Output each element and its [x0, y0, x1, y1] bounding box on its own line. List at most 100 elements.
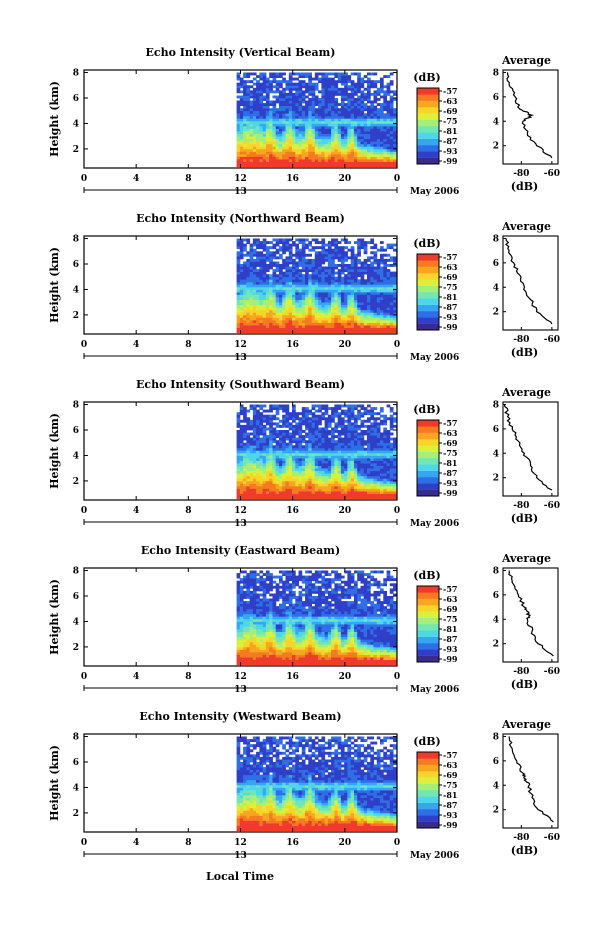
- heatmap-cell: [301, 307, 306, 311]
- heatmap-cell: [249, 432, 254, 436]
- heatmap-cell: [256, 241, 260, 244]
- heatmap-cell: [360, 312, 365, 316]
- heatmap-cell: [252, 325, 257, 328]
- heatmap-cell: [354, 264, 358, 267]
- heatmap-cell: [334, 414, 339, 418]
- heatmap-cell: [321, 320, 326, 323]
- heatmap-cell: [376, 317, 381, 321]
- heatmap-cell: [288, 271, 293, 275]
- heatmap-cell: [324, 294, 329, 298]
- heatmap-cell: [298, 92, 303, 96]
- heatmap-cell: [344, 320, 348, 323]
- heatmap-cell: [259, 460, 264, 464]
- heatmap-cell: [262, 238, 267, 242]
- heatmap-cell: [363, 299, 368, 303]
- heatmap-cell: [301, 80, 306, 84]
- heatmap-cell: [265, 312, 270, 316]
- heatmap-cell: [314, 156, 319, 160]
- heatmap-cell: [321, 317, 326, 321]
- heatmap-cell: [344, 286, 348, 290]
- heatmap-cell: [288, 475, 293, 479]
- heatmap-cell: [367, 432, 371, 436]
- heatmap-cell: [380, 302, 384, 306]
- heatmap-cell: [380, 80, 384, 84]
- heatmap-cell: [354, 294, 358, 298]
- heatmap-cell: [389, 154, 394, 157]
- heatmap-cell: [265, 452, 270, 456]
- heatmap-cell: [344, 131, 348, 134]
- heatmap-cell: [376, 465, 381, 469]
- heatmap-cell: [334, 151, 339, 155]
- heatmap-cell: [311, 412, 316, 416]
- heatmap-cell: [347, 256, 352, 260]
- heatmap-cell: [354, 465, 358, 469]
- heatmap-cell: [301, 422, 306, 426]
- heatmap-cell: [298, 327, 303, 331]
- heatmap-cell: [386, 294, 391, 298]
- heatmap-cell: [272, 103, 277, 106]
- heatmap-cell: [340, 95, 345, 99]
- heatmap-cell: [350, 325, 355, 328]
- heatmap-cell: [256, 85, 260, 89]
- heatmap-cell: [376, 258, 381, 262]
- heatmap-cell: [360, 103, 365, 106]
- heatmap-cell: [292, 123, 296, 127]
- heatmap-cell: [314, 87, 319, 91]
- heatmap-cell: [252, 156, 257, 160]
- heatmap-cell: [314, 264, 319, 267]
- heatmap-cell: [288, 297, 293, 300]
- heatmap-cell: [367, 304, 371, 308]
- heatmap-cell: [347, 404, 352, 408]
- heatmap-cell: [239, 118, 244, 122]
- heatmap-cell: [256, 491, 260, 494]
- heatmap-cell: [389, 72, 394, 76]
- heatmap-cell: [239, 90, 244, 94]
- heatmap-cell: [256, 128, 260, 132]
- colorbar-tick-label: -81: [443, 292, 457, 302]
- heatmap-cell: [282, 72, 286, 76]
- heatmap-cell: [259, 419, 264, 423]
- heatmap-cell: [308, 128, 312, 132]
- heatmap-cell: [288, 87, 293, 91]
- heatmap-cell: [305, 131, 309, 134]
- heatmap-cell: [314, 148, 319, 152]
- heatmap-cell: [321, 445, 326, 449]
- heatmap-cell: [314, 468, 319, 472]
- heatmap-cell: [246, 266, 251, 270]
- heatmap-cell: [308, 148, 312, 152]
- heatmap-cell: [331, 317, 335, 321]
- heatmap-cell: [249, 302, 254, 306]
- heatmap-cell: [344, 136, 348, 140]
- heatmap-cell: [347, 465, 352, 469]
- heatmap-cell: [262, 87, 267, 91]
- heatmap-cell: [262, 450, 267, 454]
- heatmap-cell: [321, 269, 326, 272]
- heatmap-cell: [282, 131, 286, 134]
- heatmap-cell: [393, 154, 397, 157]
- heatmap-cell: [354, 297, 358, 300]
- heatmap-cell: [269, 120, 273, 124]
- heatmap-cell: [327, 440, 332, 444]
- heatmap-cell: [318, 468, 322, 472]
- heatmap-cell: [246, 75, 251, 78]
- heatmap-cell: [292, 118, 296, 122]
- heatmap-cell: [327, 115, 332, 119]
- heatmap-cell: [275, 131, 280, 134]
- heatmap-cell: [354, 435, 358, 438]
- heatmap-cell: [265, 294, 270, 298]
- heatmap-cell: [292, 241, 296, 244]
- heatmap-cell: [344, 143, 348, 147]
- heatmap-cell: [318, 327, 322, 331]
- heatmap-cell: [337, 488, 342, 492]
- heatmap-cell: [357, 154, 361, 157]
- heatmap-cell: [386, 154, 391, 157]
- heatmap-cell: [376, 115, 381, 119]
- panel-2: Echo Intensity (Southward Beam)Height (k…: [48, 378, 560, 529]
- heatmap-cell: [272, 156, 277, 160]
- heatmap-cell: [386, 309, 391, 313]
- heatmap-cell: [285, 159, 290, 162]
- heatmap-cell: [324, 330, 329, 334]
- heatmap-cell: [360, 108, 365, 112]
- heatmap-cell: [367, 264, 371, 267]
- heatmap-cell: [360, 241, 365, 244]
